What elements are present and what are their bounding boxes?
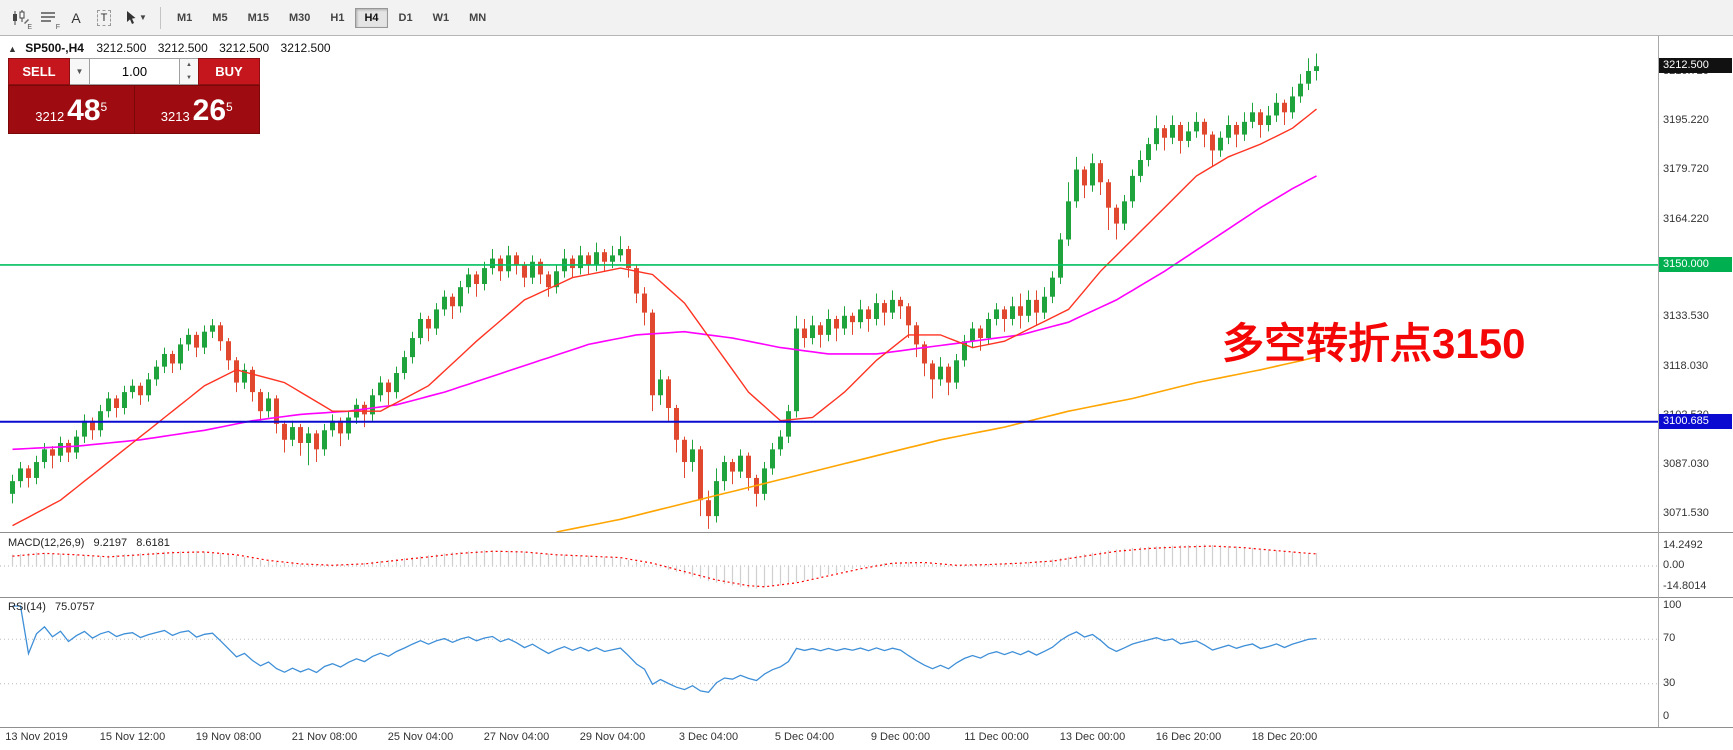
rsi-title: RSI(14) xyxy=(8,601,46,613)
rsi-value: 75.0757 xyxy=(54,601,95,613)
indicator-list-tool-button[interactable]: F xyxy=(35,5,61,31)
timeframe-M5[interactable]: M5 xyxy=(212,11,228,24)
one-click-trading-panel: SELL ▼ ▲ ▼ BUY 3212 48 5 3213 26 5 xyxy=(8,58,260,134)
list-lines-icon xyxy=(41,11,55,22)
time-axis-label: 29 Nov 04:00 xyxy=(579,731,646,743)
symbol-label: SP500-,H4 xyxy=(25,41,84,55)
ask-price: 3213 26 5 xyxy=(135,86,260,133)
volume-dropdown-button[interactable]: ▼ xyxy=(70,58,90,85)
time-axis-label: 18 Dec 20:00 xyxy=(1251,731,1318,743)
bid-ask-display: 3212 48 5 3213 26 5 xyxy=(8,85,260,134)
price-tag: 3150.000 xyxy=(1659,256,1732,272)
cursor-arrow-icon xyxy=(127,10,136,24)
timeframe-H4[interactable]: H4 xyxy=(355,7,388,28)
volume-spinner[interactable]: ▲ ▼ xyxy=(180,58,198,85)
macd-title: MACD(12,26,9) xyxy=(8,537,85,549)
toolbar-separator xyxy=(160,6,161,29)
macd-main-value: 9.2197 xyxy=(93,537,128,549)
time-axis-label: 11 Dec 00:00 xyxy=(964,731,1029,743)
ask-main-digits: 26 xyxy=(192,94,227,127)
letter-t-icon: T xyxy=(96,9,112,26)
buy-button[interactable]: BUY xyxy=(198,58,260,85)
time-axis-label: 15 Nov 12:00 xyxy=(99,731,166,743)
price-axis-label: 3133.530 xyxy=(1663,310,1709,323)
price-axis-label: 3087.030 xyxy=(1663,458,1709,471)
bid-price: 3212 48 5 xyxy=(9,86,135,133)
price-axis-label: 3118.030 xyxy=(1663,359,1709,372)
timeframe-W1[interactable]: W1 xyxy=(432,11,450,24)
text-label-tool-button[interactable]: A xyxy=(63,5,89,31)
collapse-trade-panel-icon[interactable]: ▲ xyxy=(8,44,17,54)
chart-header: ▲ SP500-,H4 3212.500 3212.500 3212.500 3… xyxy=(8,41,339,55)
letter-a-icon: A xyxy=(71,9,81,26)
spinner-down-icon[interactable]: ▼ xyxy=(186,74,192,81)
price-axis-label: 3164.220 xyxy=(1663,212,1709,225)
pane-splitter-macd[interactable] xyxy=(0,532,1733,533)
chevron-down-icon: ▼ xyxy=(75,67,84,76)
time-axis-label: 16 Dec 20:00 xyxy=(1155,731,1222,743)
tool-sub-label-e: E xyxy=(27,23,32,31)
chart-annotation-text[interactable]: 多空转折点3150 xyxy=(1222,320,1526,367)
price-axis-label: 0 xyxy=(1663,710,1670,722)
price-tag: 3212.500 xyxy=(1659,58,1732,74)
price-axis-label: 3071.530 xyxy=(1663,507,1709,520)
timeframe-D1[interactable]: D1 xyxy=(398,11,413,24)
toolbar: E F A T ▼ M1 M5 M15 M30 H1 H4 D1 W1 MN xyxy=(0,0,1733,36)
time-axis-label: 13 Nov 2019 xyxy=(5,731,68,743)
high-value: 3212.500 xyxy=(157,41,208,55)
bid-pip-digit: 5 xyxy=(100,100,108,114)
close-value: 3212.500 xyxy=(280,41,331,55)
bid-prefix: 3212 xyxy=(35,109,65,124)
timeframe-group: M1 M5 M15 M30 H1 H4 D1 W1 MN xyxy=(167,7,496,28)
rsi-pane-header: RSI(14) 75.0757 xyxy=(8,601,101,613)
pane-splitter-rsi[interactable] xyxy=(0,597,1733,598)
price-axis-label: 30 xyxy=(1663,676,1676,689)
time-axis-label: 21 Nov 08:00 xyxy=(291,731,358,743)
price-axis-label: 70 xyxy=(1663,632,1676,645)
sell-button[interactable]: SELL xyxy=(8,58,70,85)
time-axis-label: 9 Dec 00:00 xyxy=(870,731,931,743)
price-axis-label: 3195.220 xyxy=(1663,114,1709,127)
ask-pip-digit: 5 xyxy=(226,100,233,114)
price-axis-label: 0.00 xyxy=(1663,559,1685,571)
price-axis-label: 14.2492 xyxy=(1663,538,1703,551)
low-value: 3212.500 xyxy=(219,41,270,55)
time-axis-label: 19 Nov 08:00 xyxy=(195,731,262,743)
time-axis-border xyxy=(0,727,1733,728)
price-scale-border xyxy=(1658,36,1659,727)
timeframe-H1[interactable]: H1 xyxy=(330,11,345,24)
timeframe-M15[interactable]: M15 xyxy=(247,11,269,24)
candlestick-icon xyxy=(13,9,29,25)
price-axis-label: -14.8014 xyxy=(1663,579,1707,592)
timeframe-M30[interactable]: M30 xyxy=(288,11,311,24)
timeframe-MN[interactable]: MN xyxy=(469,11,487,24)
price-axis-label: 100 xyxy=(1663,599,1682,611)
price-axis-label: 3179.720 xyxy=(1663,163,1709,176)
bid-main-digits: 48 xyxy=(67,94,101,127)
time-axis-label: 3 Dec 04:00 xyxy=(678,731,739,743)
macd-pane-header: MACD(12,26,9) 9.2197 8.6181 xyxy=(8,537,176,549)
macd-signal-value: 8.6181 xyxy=(136,537,170,549)
candlestick-chart-tool-button[interactable]: E xyxy=(7,5,33,31)
cursor-tool-button[interactable]: ▼ xyxy=(119,5,153,31)
time-axis-label: 25 Nov 04:00 xyxy=(387,731,454,743)
tool-sub-label-f: F xyxy=(55,23,60,31)
volume-input[interactable] xyxy=(90,58,180,85)
ask-prefix: 3213 xyxy=(160,109,190,124)
time-axis-label: 5 Dec 04:00 xyxy=(774,731,835,743)
price-tag: 3100.685 xyxy=(1659,413,1732,429)
time-axis-label: 13 Dec 00:00 xyxy=(1059,731,1126,743)
spinner-up-icon[interactable]: ▲ xyxy=(186,62,192,69)
time-axis-label: 27 Nov 04:00 xyxy=(483,731,550,743)
text-box-tool-button[interactable]: T xyxy=(91,5,117,31)
timeframe-M1[interactable]: M1 xyxy=(177,11,193,24)
chevron-down-icon: ▼ xyxy=(139,13,147,22)
open-value: 3212.500 xyxy=(96,41,147,55)
